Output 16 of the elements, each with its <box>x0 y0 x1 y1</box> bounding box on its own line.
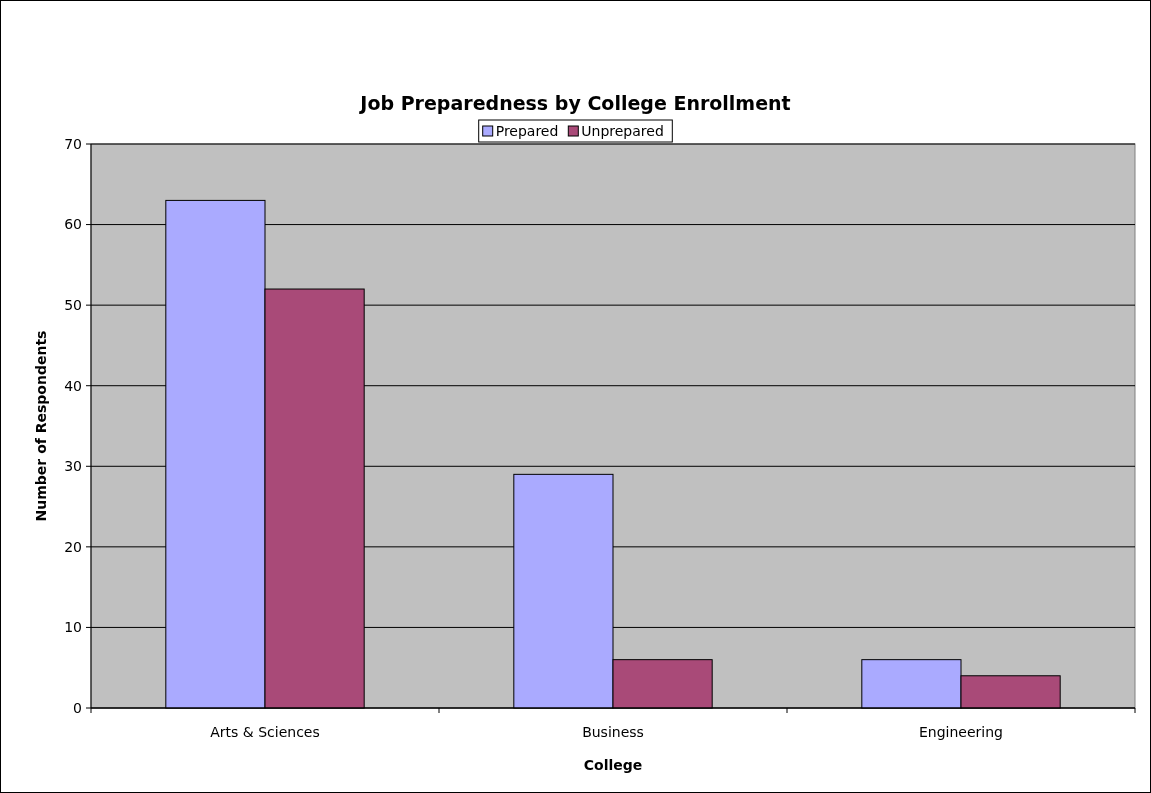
x-tick-label: Arts & Sciences <box>210 724 320 740</box>
chart-title: Job Preparedness by College Enrollment <box>358 92 791 114</box>
y-tick-label: 30 <box>64 458 82 475</box>
y-tick-label: 50 <box>64 297 82 314</box>
legend-label: Prepared <box>495 122 559 139</box>
y-tick-label: 20 <box>64 538 82 555</box>
y-tick-label: 70 <box>64 135 82 152</box>
legend-label: Unprepared <box>581 122 664 139</box>
y-tick-label: 10 <box>64 619 82 636</box>
y-tick-label: 0 <box>73 699 82 716</box>
y-tick-label: 60 <box>64 216 82 233</box>
x-axis-title: College <box>583 757 643 773</box>
y-axis-title: Number of Respondents <box>33 330 49 522</box>
x-tick-label: Business <box>582 724 644 740</box>
x-tick-label: Engineering <box>919 724 1003 740</box>
y-tick-label: 40 <box>64 377 82 394</box>
